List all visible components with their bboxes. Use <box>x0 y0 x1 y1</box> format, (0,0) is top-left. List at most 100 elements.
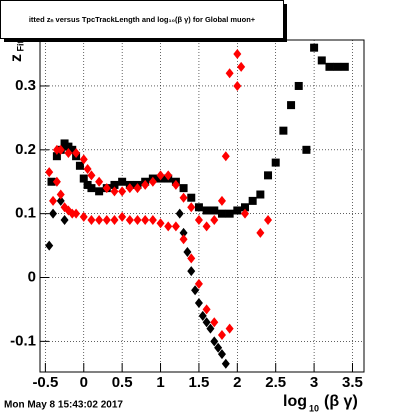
point <box>110 186 119 197</box>
point <box>118 177 127 186</box>
point <box>183 246 192 257</box>
y-tick-label: -0.1 <box>10 332 36 349</box>
point <box>217 209 226 218</box>
point <box>179 227 188 238</box>
point <box>141 215 150 226</box>
point <box>191 285 200 296</box>
point <box>52 176 61 187</box>
y-axis-label: z <box>8 54 25 62</box>
point <box>264 215 273 226</box>
point <box>310 43 319 52</box>
point <box>49 195 58 206</box>
point <box>87 184 96 193</box>
point <box>110 180 119 189</box>
y-tick-label: 0.2 <box>15 141 36 158</box>
point <box>49 208 58 219</box>
x-tick-label: -0.5 <box>32 374 58 391</box>
point <box>95 215 104 226</box>
footer: Mon May 8 15:43:02 2017 <box>4 400 123 411</box>
point <box>202 304 211 315</box>
point <box>294 81 303 90</box>
point <box>264 171 273 180</box>
point <box>325 62 334 71</box>
point <box>156 218 165 229</box>
point <box>175 208 184 219</box>
point <box>340 62 349 71</box>
y-tick-label: 0.1 <box>15 205 36 222</box>
point <box>194 278 203 289</box>
x-tick-label: 3 <box>310 374 318 391</box>
point <box>45 167 54 178</box>
x-tick-label: 2.5 <box>265 374 286 391</box>
x-tick-label: 0.5 <box>112 374 133 391</box>
point <box>83 163 92 174</box>
point <box>141 179 150 190</box>
point <box>110 215 119 226</box>
point <box>202 317 211 328</box>
point <box>187 193 196 202</box>
point <box>194 298 203 309</box>
point <box>179 234 188 245</box>
point <box>72 148 81 159</box>
point <box>64 148 73 159</box>
point <box>237 61 246 72</box>
point <box>56 189 65 200</box>
point <box>125 183 134 194</box>
point <box>187 266 196 277</box>
point <box>171 221 180 232</box>
point <box>240 203 249 212</box>
x-tick-label: 3.5 <box>342 374 363 391</box>
x-tick-label: 0 <box>80 374 88 391</box>
point <box>179 192 188 203</box>
point <box>202 206 211 215</box>
point <box>202 221 211 232</box>
x-tick-label: 1 <box>156 374 164 391</box>
point <box>317 56 326 65</box>
point <box>233 206 242 215</box>
point <box>133 183 142 194</box>
point <box>194 215 203 226</box>
point <box>225 68 234 79</box>
y-axis-label-sub: Fit <box>15 41 25 52</box>
point <box>287 101 296 110</box>
point <box>225 209 234 218</box>
point <box>179 184 188 193</box>
point <box>240 208 249 219</box>
point <box>210 336 219 347</box>
point <box>248 196 257 205</box>
point <box>148 215 157 226</box>
point <box>164 170 173 181</box>
x-axis-label: log <box>283 393 307 410</box>
point <box>171 179 180 190</box>
point <box>156 170 165 181</box>
point <box>279 126 288 135</box>
title-box <box>0 0 284 39</box>
point <box>79 174 88 183</box>
point <box>256 227 265 238</box>
point <box>221 358 230 369</box>
point <box>102 183 111 194</box>
point <box>118 211 127 222</box>
point <box>194 203 203 212</box>
point <box>102 215 111 226</box>
point <box>333 62 342 71</box>
point <box>206 323 215 334</box>
point <box>68 145 77 154</box>
point <box>95 176 104 187</box>
point <box>221 151 230 162</box>
point <box>210 215 219 226</box>
x-axis-label-tail: (β γ) <box>324 393 358 410</box>
point <box>210 317 219 328</box>
point <box>164 221 173 232</box>
point <box>75 161 84 170</box>
point <box>87 170 96 181</box>
point <box>45 240 54 251</box>
point <box>52 152 61 161</box>
chart-title: itted zₙ versus TpcTrackLength and log₁₀… <box>29 15 256 24</box>
point <box>60 215 69 226</box>
point <box>233 49 242 60</box>
point <box>217 349 226 360</box>
point <box>148 176 157 187</box>
point <box>271 158 280 167</box>
point <box>56 195 65 206</box>
